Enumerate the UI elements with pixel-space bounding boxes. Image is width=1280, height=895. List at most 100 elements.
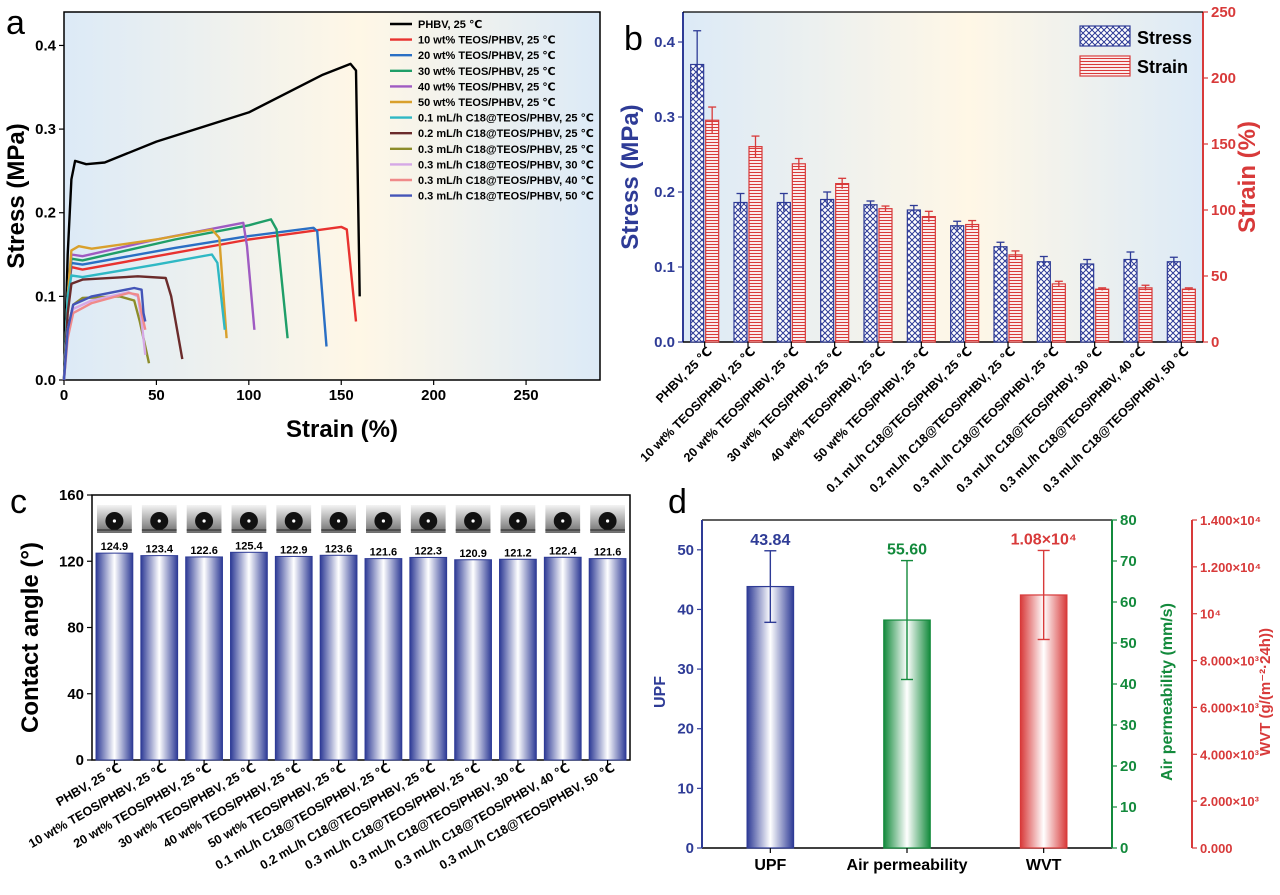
- y-axis-title-b: Stress (MPa): [617, 104, 644, 249]
- panel-d-upf-air-wvt-chart: 0 10 20 30 40 50 UPF 0 10 20 30 40 50 60 70 80 Air perme…: [652, 512, 1274, 874]
- y-tick-label-d-air: 40: [1120, 676, 1137, 693]
- legend-label-strain: Strain: [1137, 57, 1188, 77]
- strain-bar: [1138, 287, 1153, 343]
- stress-bar: [863, 204, 878, 343]
- strain-bar: [1051, 283, 1066, 343]
- legend-label-a: 0.3 mL/h C18@TEOS/PHBV, 50 ℃: [418, 191, 594, 203]
- y-tick-label-a: 0.4: [35, 37, 57, 54]
- y-tick-label-d-upf: 30: [677, 661, 694, 678]
- y-tick-label-d-upf: 10: [677, 780, 694, 797]
- contact-angle-bar: [140, 555, 179, 761]
- value-label-c: 121.6: [594, 547, 622, 559]
- panel-letter-c: c: [10, 483, 27, 521]
- legend-label-a: 0.2 mL/h C18@TEOS/PHBV, 25 ℃: [418, 128, 594, 140]
- y2-tick-label-b: 150: [1211, 136, 1236, 153]
- stress-bar: [1166, 261, 1181, 343]
- contact-angle-bar: [319, 554, 358, 761]
- y-tick-label-d-wvt: 0.000: [1200, 841, 1233, 856]
- y-tick-label-d-wvt: 1.200×10⁴: [1200, 560, 1261, 575]
- y-tick-label-d-air: 60: [1120, 594, 1137, 611]
- legend-label-a: 10 wt% TEOS/PHBV, 25 ℃: [418, 35, 556, 47]
- y-tick-label-d-wvt: 8.000×10³: [1200, 654, 1260, 669]
- value-label-c: 123.4: [145, 544, 173, 556]
- x-tick-label-a: 100: [236, 387, 261, 404]
- legend-label-a: PHBV, 25 ℃: [418, 19, 482, 31]
- bar-d: [746, 585, 795, 849]
- contact-angle-bar: [543, 556, 582, 761]
- x-tick-label-a: 200: [421, 387, 446, 404]
- series-line-a: [62, 275, 184, 381]
- y2-tick-label-b: 100: [1211, 202, 1236, 219]
- value-label-c: 125.4: [235, 540, 263, 552]
- droplet-highlight: [516, 519, 520, 523]
- y2-tick-label-b: 50: [1211, 268, 1228, 285]
- stress-bar: [906, 209, 921, 343]
- x-tick-label-a: 50: [148, 387, 165, 404]
- contact-angle-bar: [274, 555, 313, 761]
- series-line-a: [62, 228, 228, 381]
- x-axis-title-a: Strain (%): [286, 416, 398, 443]
- stress-bar: [690, 63, 705, 343]
- legend-label-a: 0.3 mL/h C18@TEOS/PHBV, 40 ℃: [418, 175, 594, 187]
- y-tick-label-d-upf: 50: [677, 542, 694, 559]
- y-tick-label-c: 40: [67, 686, 84, 703]
- x-tick-label-a: 150: [329, 387, 354, 404]
- droplet-highlight: [336, 519, 341, 523]
- y-tick-label-d-wvt: 2.000×10³: [1200, 794, 1260, 809]
- x-category-label-d: WVT: [1026, 857, 1062, 874]
- y-tick-label-a: 0.0: [35, 372, 56, 389]
- strain-bar: [1181, 288, 1196, 343]
- y-axis-title-a: Stress (MPa): [3, 123, 30, 268]
- y-tick-label-b: 0.0: [654, 334, 675, 351]
- legend-label-a: 20 wt% TEOS/PHBV, 25 ℃: [418, 50, 556, 62]
- y-tick-label-c: 120: [59, 553, 84, 570]
- strain-bar: [965, 223, 980, 343]
- contact-angle-bar: [230, 551, 268, 761]
- legend-label-a: 0.3 mL/h C18@TEOS/PHBV, 30 ℃: [418, 159, 594, 171]
- legend-swatch-stress: [1079, 25, 1131, 47]
- value-label-c: 123.6: [325, 543, 353, 555]
- series-line-a: [62, 286, 147, 381]
- series-line-a: [62, 62, 361, 381]
- value-label-d: 55.60: [887, 542, 927, 559]
- y-tick-label-a: 0.2: [35, 205, 56, 222]
- panel-letter-a: a: [6, 4, 25, 42]
- y-tick-label-d-air: 30: [1120, 717, 1137, 734]
- y-tick-label-d-air: 50: [1120, 635, 1137, 652]
- x-category-label-d: Air permeability: [847, 857, 968, 874]
- y-tick-label-c: 80: [67, 620, 84, 637]
- y2-tick-label-b: 0: [1211, 334, 1219, 351]
- value-label-c: 120.9: [459, 548, 487, 560]
- contact-angle-bar: [364, 558, 403, 761]
- panel-a-stress-strain-chart: 0 50 100 150 200 250 0.0 0.1 0.2 0.3 0.4 Strain (%)…: [3, 11, 601, 443]
- panel-letter-b: b: [624, 20, 643, 58]
- value-label-c: 122.4: [549, 545, 577, 557]
- value-label-c: 122.9: [280, 544, 308, 556]
- legend-label-a: 0.1 mL/h C18@TEOS/PHBV, 25 ℃: [418, 113, 594, 125]
- y-axis-title-d-air: Air permeability (mm/s): [1159, 603, 1176, 781]
- legend-label-a: 40 wt% TEOS/PHBV, 25 ℃: [418, 81, 556, 93]
- y-axis-title-d-wvt: WVT (g/(m⁻²·24h)): [1257, 628, 1274, 756]
- droplet-highlight: [605, 519, 610, 523]
- y-tick-label-b: 0.3: [654, 109, 675, 126]
- stress-bar: [776, 201, 791, 343]
- strain-bar: [705, 119, 720, 343]
- y2-tick-label-b: 200: [1211, 70, 1236, 87]
- y-tick-label-d-wvt: 6.000×10³: [1200, 700, 1260, 715]
- strain-bar: [878, 208, 893, 343]
- y-tick-label-a: 0.1: [35, 288, 56, 305]
- legend-label-a: 0.3 mL/h C18@TEOS/PHBV, 25 ℃: [418, 144, 594, 156]
- series-line-a: [62, 253, 226, 381]
- droplet-highlight: [247, 519, 251, 523]
- y-tick-label-c: 0: [76, 752, 84, 769]
- stress-bar: [950, 225, 965, 343]
- droplet-highlight: [157, 519, 161, 523]
- contact-angle-bar: [499, 558, 537, 761]
- droplet-highlight: [381, 519, 386, 523]
- stress-bar: [1080, 263, 1095, 343]
- y-tick-label-d-wvt: 10⁴: [1200, 607, 1221, 622]
- y-tick-label-d-air: 20: [1120, 758, 1137, 775]
- droplet-highlight: [471, 519, 475, 523]
- strain-bar: [1095, 288, 1110, 343]
- y-tick-label-b: 0.2: [654, 184, 675, 201]
